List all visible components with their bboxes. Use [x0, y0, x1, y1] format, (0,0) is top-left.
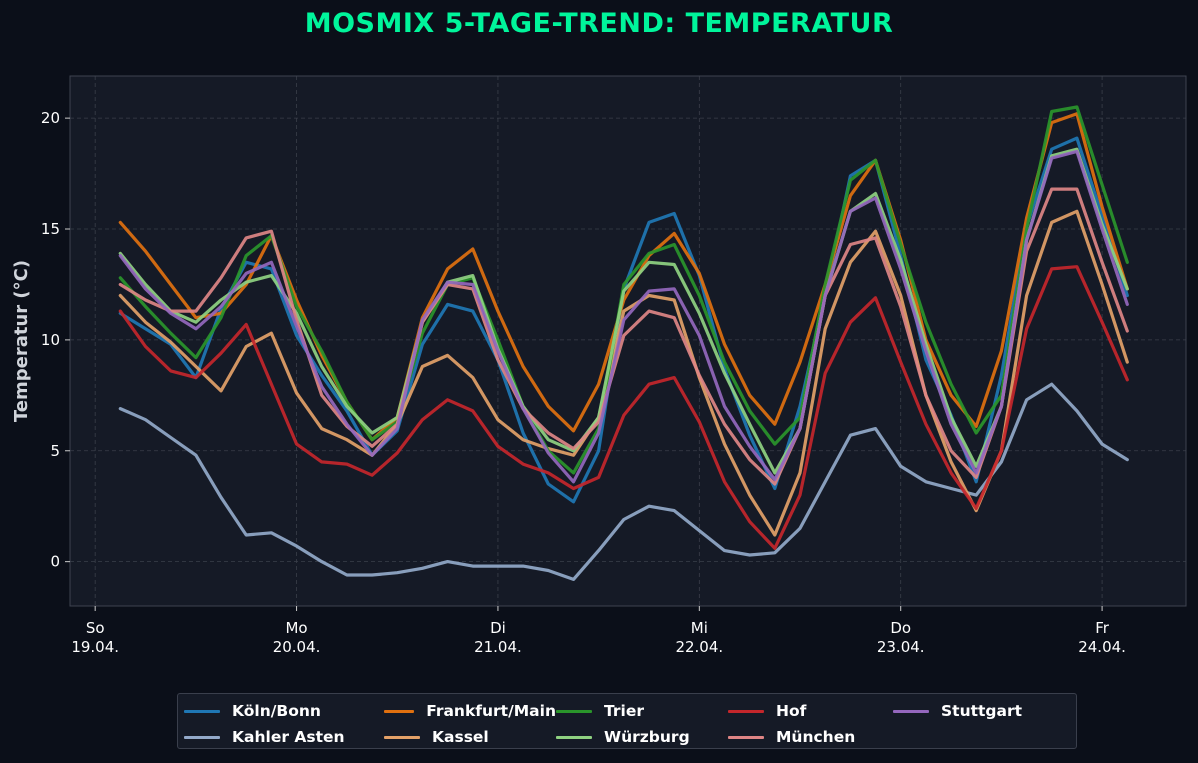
legend-label: Frankfurt/Main	[426, 702, 556, 720]
series-line-hof	[118, 265, 1129, 550]
legend-swatch	[184, 709, 220, 713]
legend-swatch	[384, 709, 415, 713]
x-tick-label: Mo 20.04.	[273, 619, 321, 656]
x-tick-label: Do 23.04.	[877, 619, 925, 656]
legend-label: Stuttgart	[941, 702, 1023, 720]
legend-label: Hof	[776, 702, 807, 720]
legend-item: Köln/Bonn	[184, 698, 384, 724]
legend-item: München	[728, 724, 893, 750]
series-lines	[118, 105, 1129, 581]
y-axis: 0 5 10 15 20	[41, 109, 70, 571]
legend-swatch	[556, 709, 592, 713]
series-line-trier	[118, 105, 1129, 475]
legend-swatch	[893, 709, 929, 713]
legend-label: München	[776, 728, 856, 746]
legend-item: Würzburg	[556, 724, 728, 750]
y-tick-label: 15	[41, 220, 60, 238]
legend-label: Kahler Asten	[232, 728, 345, 746]
y-tick-label: 5	[50, 442, 60, 460]
legend-swatch	[728, 735, 764, 739]
x-tick-label: Di 21.04.	[474, 619, 522, 656]
legend-swatch	[728, 709, 764, 713]
legend-item: Hof	[728, 698, 893, 724]
legend-label: Trier	[604, 702, 644, 720]
legend-swatch	[184, 735, 220, 739]
y-axis-label: Temperatur (°C)	[11, 260, 32, 422]
y-tick-label: 0	[50, 553, 60, 571]
legend-swatch	[556, 735, 592, 739]
legend-label: Würzburg	[604, 728, 690, 746]
plot-frame	[69, 75, 1187, 607]
series-line-stuttgart	[118, 149, 1129, 484]
legend-label: Köln/Bonn	[232, 702, 321, 720]
x-tick-label: Mi 22.04.	[675, 619, 723, 656]
y-tick-label: 20	[41, 109, 60, 127]
legend: Köln/Bonn Frankfurt/Main Trier Hof Stuttgart…	[177, 693, 1077, 749]
y-tick-label: 10	[41, 331, 60, 349]
x-tick-label: So 19.04.	[71, 619, 119, 656]
series-line-kassel	[118, 209, 1129, 537]
series-line-würzburg	[118, 147, 1129, 475]
legend-item: Kassel	[384, 724, 556, 750]
legend-label: Kassel	[432, 728, 489, 746]
legend-item: Trier	[556, 698, 728, 724]
x-axis: So 19.04. Mo 20.04. Di 21.04. Mi 22.04. Do 23.04.…	[71, 606, 1126, 656]
x-tick-label: Fr 24.04.	[1078, 619, 1126, 656]
series-line-münchen	[118, 187, 1129, 486]
legend-swatch	[384, 735, 420, 739]
legend-item: Frankfurt/Main	[384, 698, 556, 724]
legend-item: Stuttgart	[893, 698, 1043, 724]
chart-title: MOSMIX 5-TAGE-TREND: TEMPERATUR	[304, 8, 894, 39]
series-line-kahler-asten	[118, 382, 1129, 581]
legend-item: Kahler Asten	[184, 724, 384, 750]
